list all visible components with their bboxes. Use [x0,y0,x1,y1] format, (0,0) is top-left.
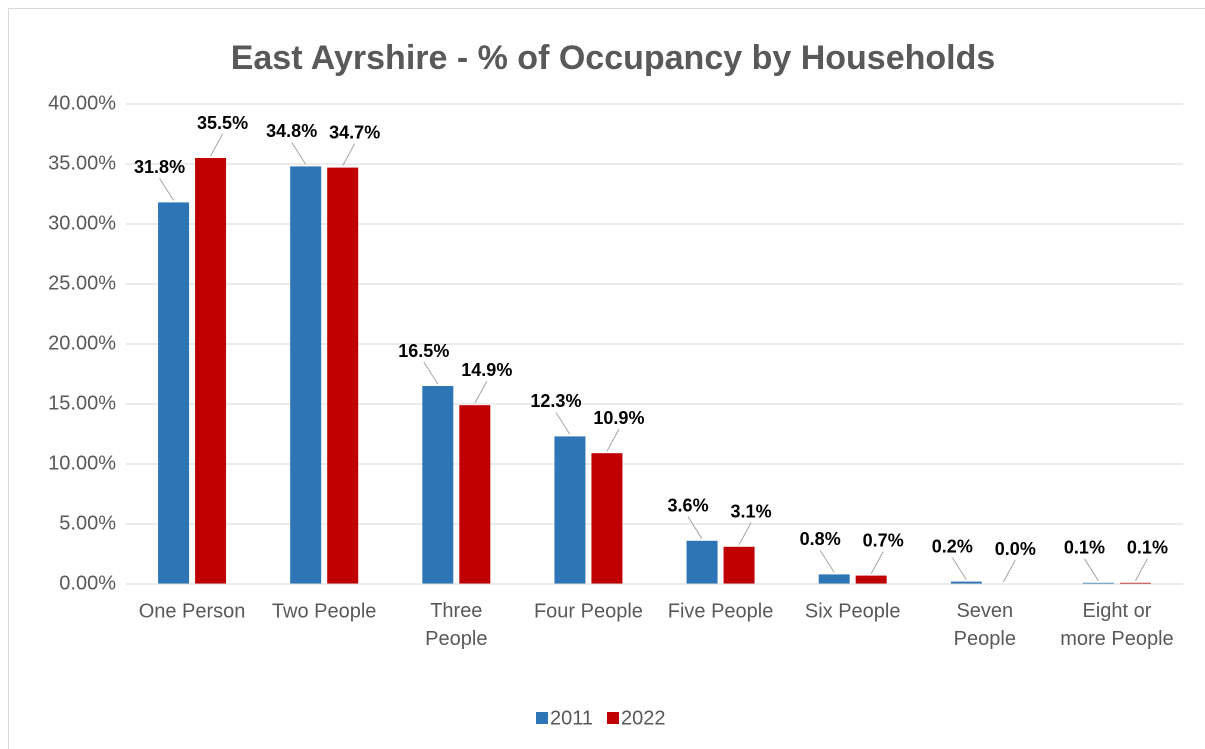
leader-line [870,551,884,574]
leader-line [291,142,307,165]
leader-line [342,143,356,166]
bar [723,546,755,584]
leader-line [1002,559,1016,583]
leader-line [951,557,967,580]
bar [459,405,491,584]
value-label: 31.8% [134,157,185,177]
leader-line [819,550,835,573]
legend-label: 2022 [621,707,666,729]
bar [554,436,586,584]
y-tick-label: 25.00% [48,272,116,294]
legend-swatch [536,712,548,724]
y-tick-label: 10.00% [48,452,116,474]
bar [422,386,454,584]
value-label: 0.1% [1064,538,1105,558]
bar [290,166,322,584]
leader-line [738,522,752,546]
value-label: 35.5% [197,113,248,133]
leader-line [555,412,571,435]
leader-line [687,516,703,540]
legend-swatch [607,712,620,724]
x-tick-label: Eight or more People [1060,600,1173,650]
y-tick-label: 20.00% [48,332,116,354]
value-label: 10.9% [593,408,644,428]
y-tick-label: 15.00% [48,392,116,414]
x-tick-label: Five People [668,600,774,622]
bar [327,167,359,584]
chart-title: East Ayrshire - % of Occupancy by Househ… [231,39,996,77]
leader-line [423,361,439,385]
bar [855,575,887,584]
bar [686,540,718,584]
leader-line [159,178,174,201]
leader-line [1084,558,1099,582]
value-label: 3.1% [731,502,772,522]
value-label: 0.8% [800,529,841,549]
bar [950,581,982,584]
leader-line [1134,558,1148,582]
value-label: 16.5% [398,341,449,361]
x-tick-label: Two People [272,600,377,622]
x-tick-label: Four People [534,600,643,622]
value-label: 3.6% [668,496,709,516]
x-tick-label: Six People [805,600,901,622]
value-label: 0.1% [1127,538,1168,558]
y-tick-label: 30.00% [48,212,116,234]
y-tick-label: 40.00% [48,92,116,114]
y-tick-label: 5.00% [59,512,116,534]
bar [591,453,623,584]
y-tick-label: 35.00% [48,152,116,174]
value-label: 34.8% [266,121,317,141]
legend-label: 2011 [550,707,593,729]
bar [158,202,190,584]
bar [1082,582,1114,584]
x-tick-label: Three People [425,600,487,650]
y-tick-label: 0.00% [59,572,116,594]
value-label: 0.7% [863,530,904,550]
leader-line [210,133,224,157]
x-tick-label: Seven People [954,600,1016,650]
value-label: 14.9% [461,360,512,380]
leader-line [474,380,488,404]
leader-line [606,428,620,452]
value-label: 0.0% [995,539,1036,559]
value-label: 34.7% [329,122,380,142]
value-label: 0.2% [932,536,973,556]
bar [818,574,850,584]
x-tick-label: One Person [139,600,246,622]
bar [195,158,227,584]
value-label: 12.3% [530,391,581,411]
bar [1119,582,1151,584]
